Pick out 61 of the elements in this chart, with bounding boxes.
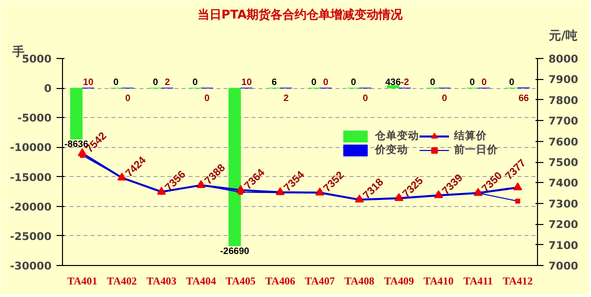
data-label: 0 (430, 77, 436, 88)
data-label: 0 (311, 77, 316, 88)
y2-tick-label: 8000 (548, 52, 578, 66)
x-tick-label: TA407 (304, 276, 336, 288)
y2-tick-label: 7500 (548, 156, 578, 169)
data-label: 0 (470, 77, 475, 88)
y-tick-label: -30000 (10, 260, 52, 272)
x-tick-label: TA401 (67, 276, 98, 288)
y-tick-label: -20000 (10, 200, 52, 214)
legend-label: 仓单变动 (375, 129, 419, 143)
legend-label: 结算价 (454, 129, 487, 143)
data-label: 0 (204, 93, 210, 104)
data-label: 0 (152, 77, 158, 88)
data-label: 436 (385, 77, 401, 88)
data-label: 2 (284, 93, 289, 104)
data-label: 10 (83, 77, 94, 88)
data-label: 2 (164, 77, 170, 88)
data-label: 0 (113, 77, 119, 88)
chart-title: 当日PTA期货各合约仓单增减变动情况 (197, 8, 404, 22)
x-tick-label: TA405 (226, 276, 256, 288)
data-label: 0 (125, 93, 130, 104)
data-label: -2 (400, 77, 410, 88)
data-label: 0 (509, 77, 514, 88)
legend-label: 价变动 (375, 143, 408, 157)
data-label: 10 (241, 77, 252, 88)
y-axis-title: 手 (12, 44, 24, 58)
data-label: -26690 (220, 246, 250, 256)
y2-tick-label: 7700 (548, 114, 578, 128)
x-tick-label: TA412 (502, 276, 533, 288)
x-tick-label: TA410 (424, 276, 454, 288)
data-label: 0 (192, 77, 198, 88)
x-tick-label: TA409 (384, 276, 414, 288)
y-tick-label: 0 (44, 82, 52, 96)
x-tick-label: TA404 (186, 276, 217, 288)
x-tick-label: TA408 (344, 276, 374, 288)
y2-tick-label: 7000 (548, 260, 578, 272)
data-label: 6 (272, 77, 277, 88)
y2-tick-label: 7400 (548, 176, 578, 190)
y2-axis-title: 元/吨 (548, 28, 578, 42)
y2-tick-label: 7200 (548, 218, 578, 232)
y2-tick-label: 7600 (548, 135, 578, 148)
data-label: 0 (442, 93, 448, 104)
data-label: 66 (518, 93, 529, 104)
y-tick-label: -5000 (17, 112, 52, 125)
y2-tick-label: 7800 (548, 94, 578, 107)
data-label: 0 (323, 77, 328, 88)
x-tick-label: TA406 (265, 276, 296, 288)
data-label: 0 (481, 77, 487, 88)
x-tick-label: TA403 (146, 276, 176, 288)
y-tick-label: -10000 (10, 141, 52, 154)
y-tick-label: -15000 (10, 170, 52, 184)
y-tick-label: 5000 (22, 52, 52, 66)
y-tick-label: -25000 (10, 230, 52, 243)
data-label: 0 (350, 77, 356, 88)
x-tick-label: TA402 (106, 276, 137, 288)
x-tick-label: TA411 (463, 276, 493, 288)
legend-label: 前一日价 (454, 143, 498, 157)
y2-tick-label: 7300 (548, 197, 578, 210)
data-label: 0 (362, 93, 368, 104)
y2-tick-label: 7100 (548, 238, 578, 252)
y2-tick-label: 7900 (548, 73, 578, 86)
